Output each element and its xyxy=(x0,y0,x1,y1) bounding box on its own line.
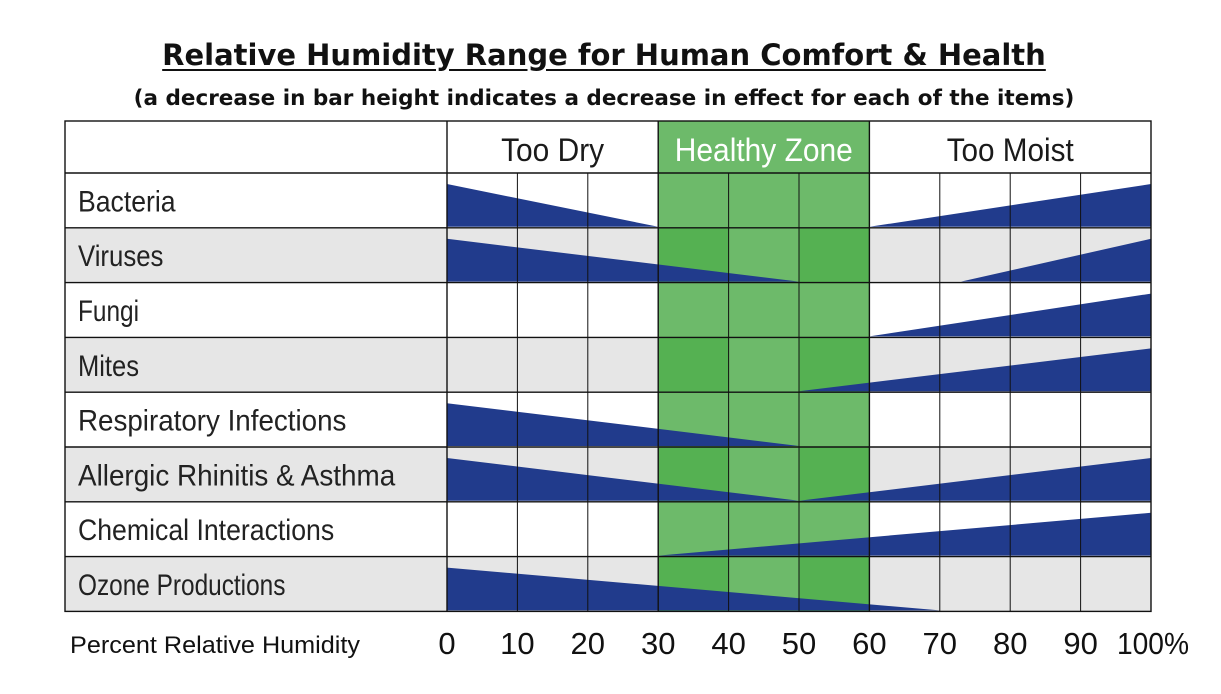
healthy-zone-cell xyxy=(728,173,799,228)
x-axis-label: Percent Relative Humidity xyxy=(70,632,360,659)
row-label: Mites xyxy=(78,350,139,383)
healthy-zone-cell xyxy=(799,392,870,447)
x-tick-label: 30 xyxy=(641,626,675,661)
x-tick-label: 40 xyxy=(711,626,745,661)
x-tick-label: 60 xyxy=(852,626,886,661)
healthy-zone-cell xyxy=(799,282,870,338)
effect-bar xyxy=(960,238,1151,282)
zone-label: Healthy Zone xyxy=(675,132,853,168)
row-label: Respiratory Infections xyxy=(78,405,346,438)
row-label: Ozone Productions xyxy=(78,569,285,602)
x-tick-label: 50 xyxy=(782,626,816,661)
healthy-zone-header xyxy=(658,121,870,173)
healthy-zone-cell xyxy=(728,447,799,502)
healthy-zone-cell xyxy=(728,337,799,393)
effect-bar xyxy=(447,184,659,227)
effect-bars xyxy=(447,184,1151,611)
effect-bar xyxy=(447,458,799,501)
zone-label: Too Dry xyxy=(501,132,604,168)
healthy-zone-cell xyxy=(799,337,870,393)
healthy-zone-band xyxy=(658,121,870,612)
x-tick-label: 10 xyxy=(500,626,534,661)
healthy-zone-cell xyxy=(728,227,799,283)
chart-subtitle: (a decrease in bar height indicates a de… xyxy=(133,86,1075,111)
x-tick-label: 70 xyxy=(923,626,957,661)
row-label: Allergic Rhinitis & Asthma xyxy=(78,459,395,492)
x-tick-label: 90 xyxy=(1063,626,1097,661)
row-label: Fungi xyxy=(78,295,139,328)
x-tick-label: 0 xyxy=(438,626,455,661)
healthy-zone-cell xyxy=(658,337,729,393)
healthy-zone-cell xyxy=(728,392,799,447)
grid-lines xyxy=(64,120,1152,613)
effect-bar xyxy=(799,348,1151,392)
healthy-zone-cell xyxy=(799,173,870,228)
x-tick-label: 100% xyxy=(1117,626,1189,661)
healthy-zone-cell xyxy=(658,173,729,228)
x-tick-label: 20 xyxy=(571,626,605,661)
healthy-zone-cell xyxy=(728,282,799,338)
chart-labels: Too Dry Healthy Zone Too Moist Bacteria Viru… xyxy=(70,132,1189,661)
healthy-zone-cell xyxy=(658,501,729,557)
effect-bar xyxy=(658,512,1151,556)
effect-bar xyxy=(799,458,1151,501)
healthy-zone-cell xyxy=(658,282,729,338)
row-label: Bacteria xyxy=(78,185,176,218)
chart-title: Relative Humidity Range for Human Comfor… xyxy=(162,38,1046,72)
healthy-zone-cell xyxy=(799,227,870,283)
row-label: Viruses xyxy=(78,240,163,273)
zone-label: Too Moist xyxy=(947,132,1074,168)
healthy-zone-cell xyxy=(799,447,870,502)
x-tick-label: 80 xyxy=(993,626,1027,661)
table-border xyxy=(64,120,1152,613)
effect-bar xyxy=(447,238,799,282)
effect-bar xyxy=(447,403,799,446)
effect-bar xyxy=(447,567,940,611)
row-label: Chemical Interactions xyxy=(78,514,334,547)
